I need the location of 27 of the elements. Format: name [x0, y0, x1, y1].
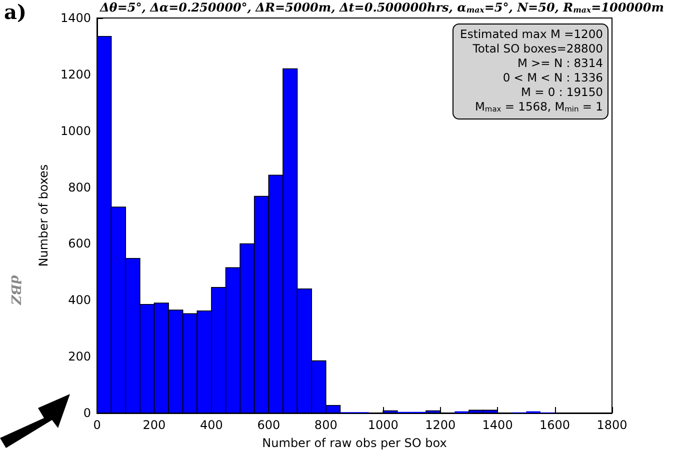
- x-tick-label: 600: [257, 418, 280, 432]
- annotation: 0 < M < N : 1336: [502, 70, 603, 84]
- x-tick-label: 1600: [540, 418, 570, 432]
- x-tick-label: 1200: [425, 418, 456, 432]
- y-tick-label: 0: [83, 406, 91, 420]
- y-axis-title: Number of boxes: [36, 164, 51, 267]
- annotation: M = 0 : 19150: [521, 85, 604, 99]
- annotation: Total SO boxes=28800: [472, 42, 604, 56]
- x-tick-label: 1800: [596, 418, 628, 432]
- annotation: Estimated max M =1200: [460, 27, 604, 41]
- x-tick-label: 0: [93, 418, 101, 432]
- x-tick-label: 1400: [482, 418, 513, 432]
- text: a): [4, 0, 26, 24]
- y-tick-label: 1000: [60, 124, 91, 138]
- x-tick-label: 400: [200, 418, 223, 432]
- y-tick-label: 1200: [60, 67, 91, 82]
- y-tick-label: 200: [68, 350, 91, 364]
- y-tick-label: 800: [68, 180, 91, 194]
- x-axis-title: Number of raw obs per SO box: [262, 436, 447, 450]
- y-tick-label: 400: [68, 293, 91, 308]
- x-tick-label: 800: [314, 418, 338, 432]
- x-tick-label: 1000: [368, 418, 398, 432]
- y-tick-label: 600: [68, 236, 91, 251]
- x-tick-label: 200: [142, 418, 166, 432]
- text: dBZ: [8, 275, 22, 306]
- annotation: M >= N : 8314: [517, 56, 604, 70]
- y-tick-label: 1400: [60, 11, 91, 25]
